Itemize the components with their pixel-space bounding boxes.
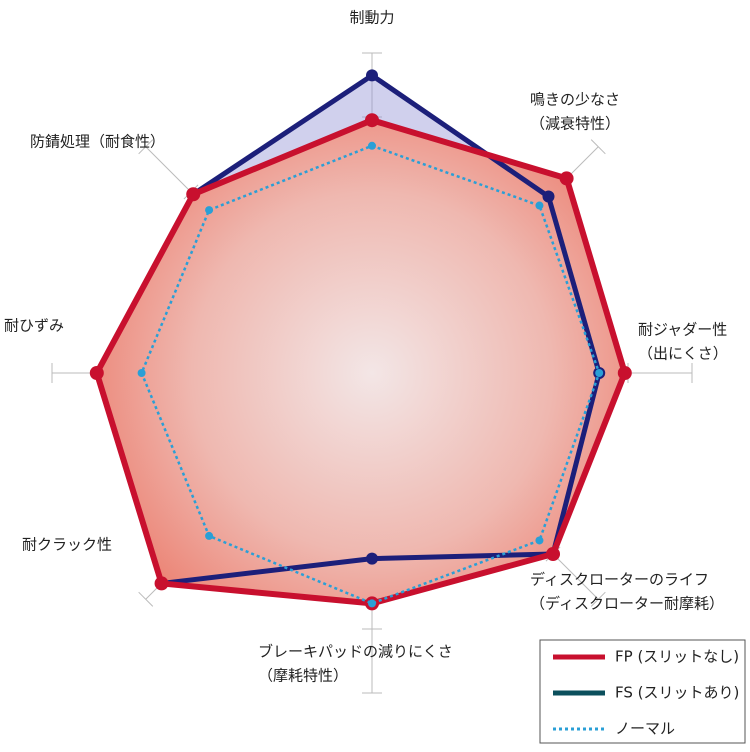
- data-point: [595, 369, 604, 377]
- category-label: 耐クラック性: [22, 536, 112, 554]
- data-point: [205, 531, 214, 540]
- category-label: 制動力: [349, 9, 394, 27]
- legend-label: ノーマル: [615, 720, 675, 738]
- series-area: [96, 120, 625, 604]
- category-label: 鳴きの少なさ: [530, 91, 620, 109]
- data-point: [617, 366, 632, 380]
- legend-label: FP (スリットなし): [615, 648, 739, 666]
- data-point: [365, 113, 379, 128]
- data-point: [205, 206, 214, 215]
- category-label: 耐ひずみ: [4, 317, 64, 335]
- category-label: （出にくさ）: [638, 345, 728, 363]
- category-label: （摩耗特性）: [258, 667, 348, 685]
- category-label: 耐ジャダー性: [638, 321, 727, 339]
- data-point: [546, 547, 561, 562]
- legend: FP (スリットなし) FS (スリットあり) ノーマル: [553, 648, 739, 738]
- tick-mark: [590, 139, 606, 155]
- category-label: 防錆処理（耐食性）: [30, 133, 165, 151]
- category-label: （減衰特性）: [530, 115, 620, 133]
- data-point: [366, 552, 378, 565]
- data-point: [154, 576, 169, 591]
- series-line: [140, 144, 601, 605]
- data-point: [535, 201, 544, 210]
- areas: [89, 69, 632, 611]
- category-label: ディスクローターのライフ: [530, 571, 709, 589]
- data-point: [366, 69, 378, 82]
- data-point: [368, 141, 376, 150]
- category-label: （ディスクローター耐摩耗）: [530, 595, 724, 613]
- tick-mark: [590, 591, 606, 607]
- data-point: [137, 369, 146, 377]
- data-point: [542, 190, 555, 203]
- tick-mark: [138, 591, 154, 607]
- data-point: [89, 366, 104, 380]
- legend-label: FS (スリットあり): [615, 684, 739, 702]
- tick-mark: [138, 139, 154, 155]
- data-point: [559, 171, 574, 186]
- data-point: [368, 599, 376, 608]
- data-point: [186, 187, 201, 202]
- data-point: [535, 536, 544, 545]
- category-label: ブレーキパッドの減りにくさ: [258, 643, 453, 661]
